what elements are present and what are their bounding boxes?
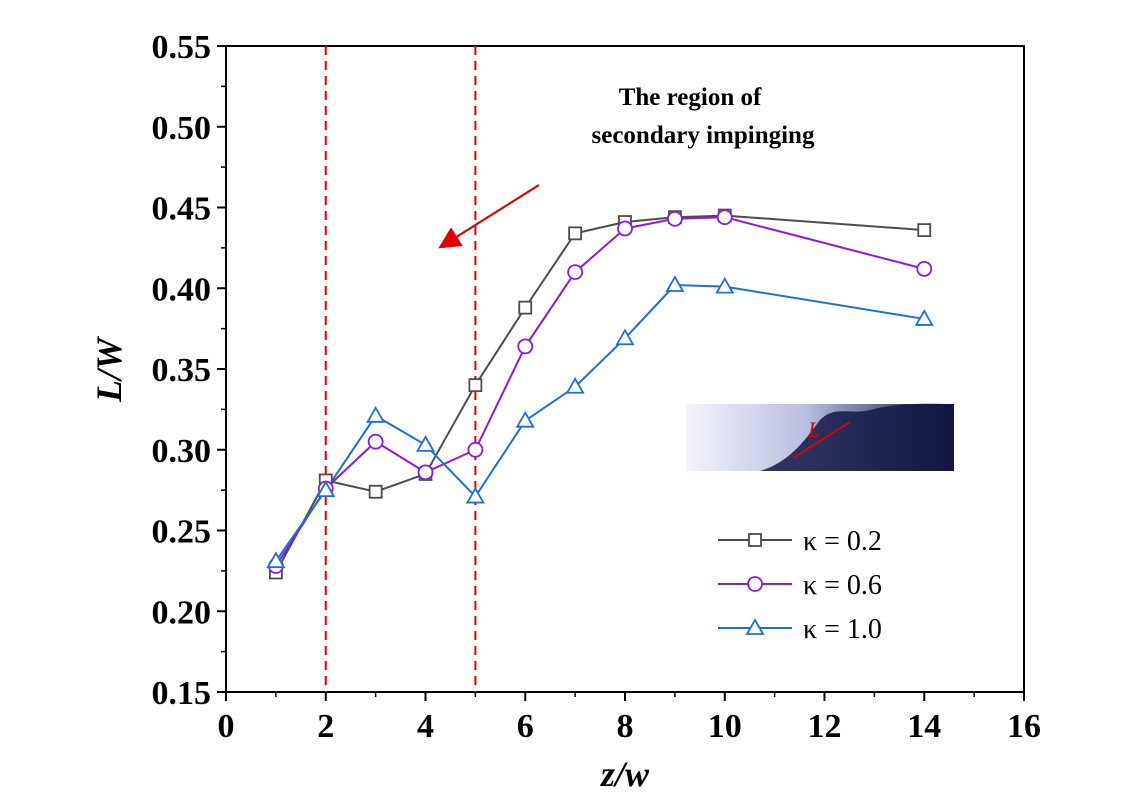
annotation-line-1: The region of (619, 84, 762, 111)
data-point (715, 276, 735, 294)
data-point (266, 551, 286, 569)
data-point (916, 260, 933, 277)
data-point (565, 376, 585, 394)
legend-label: κ = 0.6 (803, 570, 882, 601)
inset-image: L (686, 403, 954, 471)
x-tick-label: 16 (1007, 708, 1041, 745)
y-tick-label: 0.35 (152, 352, 212, 389)
data-point (468, 378, 483, 393)
series-markers (266, 208, 934, 580)
data-point (316, 480, 336, 498)
data-point (366, 406, 386, 423)
y-tick-label: 0.20 (152, 594, 212, 631)
y-tick-label: 0.40 (152, 271, 212, 308)
legend-marker (745, 618, 765, 635)
x-axis-title: z/w (599, 754, 650, 794)
legend-label: κ = 1.0 (803, 614, 882, 645)
y-axis: 0.15 0.20 0.25 0.30 0.35 0.40 0.45 0.50 0.55 (152, 29, 226, 712)
x-tick-label: 6 (517, 708, 534, 745)
y-tick-label: 0.50 (152, 110, 212, 147)
inset-wall-shape (686, 403, 954, 471)
inset-measure-arrow (792, 421, 851, 459)
x-tick-label: 10 (708, 708, 742, 745)
legend-label: κ = 0.2 (803, 526, 882, 557)
x-tick-label: 2 (317, 708, 334, 745)
x-tick-label: 4 (417, 708, 434, 745)
y-tick-label: 0.25 (152, 514, 212, 551)
annotation-line-2: secondary impinging (592, 122, 815, 149)
inset-label: L (807, 417, 820, 442)
data-point (415, 435, 436, 452)
data-point (518, 300, 533, 315)
series-lines (274, 214, 925, 573)
legend: κ = 0.2 κ = 0.6 κ = 1.0 (718, 526, 882, 645)
y-axis-title: L/W (89, 335, 129, 403)
data-point (665, 275, 685, 292)
y-tick-label: 0.55 (152, 29, 212, 66)
data-point (368, 484, 383, 499)
x-axis: 0 2 4 6 8 10 12 14 16 (218, 692, 1041, 745)
data-point (914, 309, 934, 326)
data-point (666, 210, 683, 227)
x-tick-label: 14 (907, 708, 941, 745)
data-point (567, 264, 584, 281)
data-point (716, 209, 733, 226)
data-point (568, 226, 583, 241)
y-tick-label: 0.45 (152, 191, 212, 228)
legend-marker (747, 576, 763, 592)
data-point (617, 220, 633, 237)
data-point (467, 441, 484, 458)
legend-marker (748, 533, 762, 547)
data-point (517, 338, 534, 355)
data-point (465, 486, 485, 504)
data-point (515, 410, 535, 428)
reference-lines (324, 46, 477, 692)
data-point (917, 223, 932, 238)
x-tick-label: 0 (218, 708, 235, 745)
data-point (367, 433, 384, 450)
x-tick-label: 12 (808, 708, 842, 745)
data-point (615, 328, 635, 346)
series-line (274, 214, 925, 573)
annotation: The region of secondary impinging (438, 84, 815, 249)
series-line (275, 216, 925, 567)
direction-arrow (438, 184, 540, 249)
y-tick-label: 0.30 (152, 433, 212, 470)
x-tick-label: 8 (617, 708, 634, 745)
y-tick-label: 0.15 (152, 675, 212, 712)
data-point (417, 464, 434, 481)
